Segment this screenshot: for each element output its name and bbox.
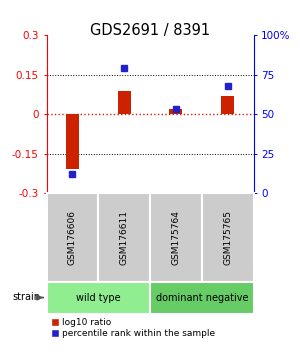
Bar: [221, 96, 234, 114]
Bar: [98, 193, 150, 281]
Bar: [150, 193, 202, 281]
Text: GSM176611: GSM176611: [120, 210, 129, 265]
Bar: [118, 91, 130, 114]
Text: GSM175765: GSM175765: [223, 210, 232, 265]
Text: GSM175764: GSM175764: [171, 210, 180, 265]
Text: wild type: wild type: [76, 292, 121, 303]
Bar: [66, 114, 79, 169]
Bar: [46, 193, 98, 281]
Bar: [202, 193, 254, 281]
Bar: [150, 281, 254, 314]
Legend: log10 ratio, percentile rank within the sample: log10 ratio, percentile rank within the …: [47, 314, 219, 342]
Text: GDS2691 / 8391: GDS2691 / 8391: [90, 23, 210, 38]
Text: strain: strain: [12, 292, 40, 302]
Bar: [46, 281, 150, 314]
Text: dominant negative: dominant negative: [155, 292, 248, 303]
Bar: [169, 109, 182, 114]
Text: GSM176606: GSM176606: [68, 210, 77, 265]
